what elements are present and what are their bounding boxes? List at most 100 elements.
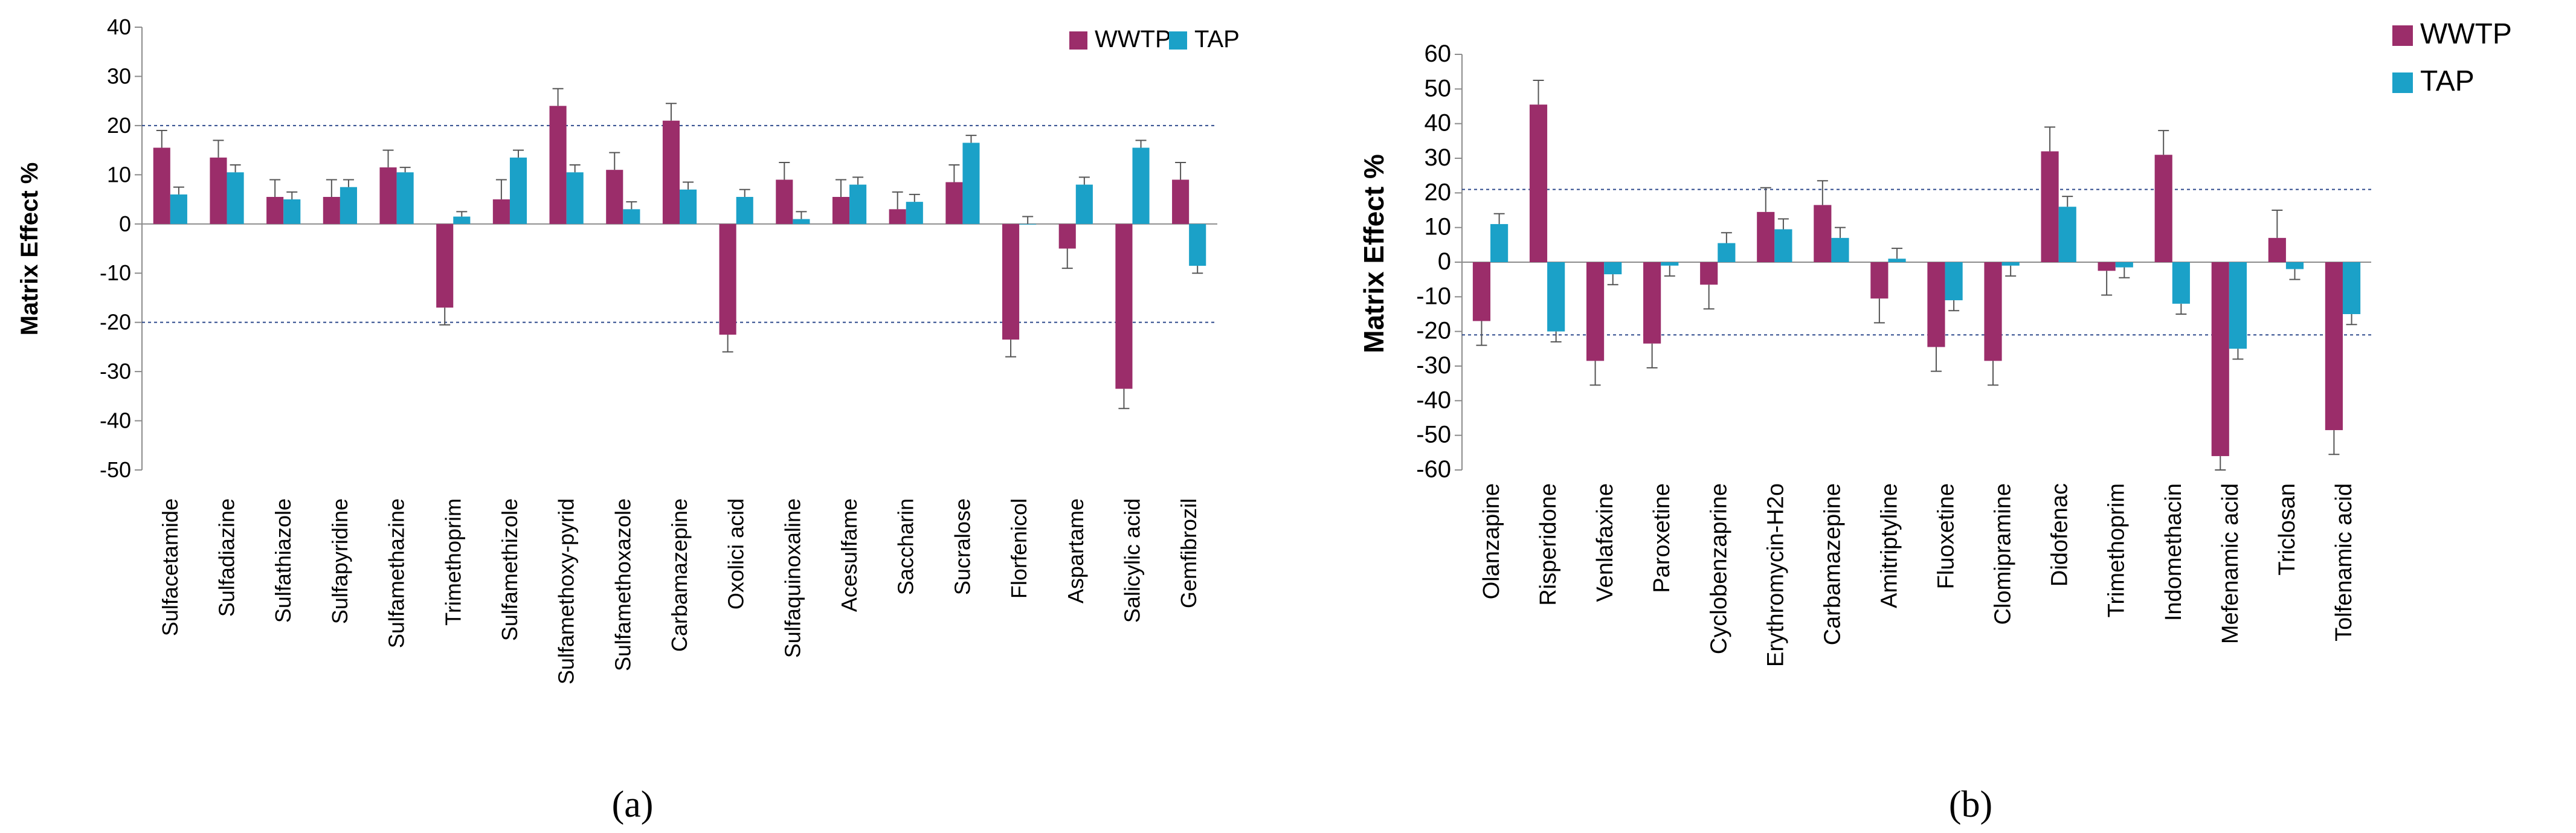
panel-b-chart: -60 -50 -40 -30 -20 -10 0 10 20 30 40 50 60 Olanzapin… <box>1358 18 2512 825</box>
legend-swatch-wwtp <box>2392 25 2413 46</box>
bar-tap <box>2229 262 2247 349</box>
bar-tap <box>1132 147 1150 224</box>
category-label: Sulfamethoxazole <box>610 498 635 671</box>
category-label: Amitriptyline <box>1876 483 1902 608</box>
category-label: Sulfaquinoxaline <box>780 498 805 658</box>
legend-label: WWTP <box>1095 26 1171 53</box>
bar-tap <box>736 196 753 224</box>
bar-tap <box>1774 229 1792 262</box>
bar-wwtp <box>1472 262 1491 321</box>
bar-wwtp <box>210 157 227 224</box>
legend-label: TAP <box>2420 65 2475 97</box>
bar-wwtp <box>1586 262 1605 361</box>
bar-tap <box>962 143 980 224</box>
y-tick-label: -20 <box>1416 318 1451 344</box>
category-label: Acesulfame <box>837 498 861 612</box>
bar-tap <box>227 172 244 224</box>
bar-wwtp <box>662 120 680 224</box>
y-tick-label: 60 <box>1425 40 1452 67</box>
category-label: Risperidone <box>1536 483 1561 606</box>
bar-wwtp <box>2325 262 2343 431</box>
bar-wwtp <box>1058 224 1076 249</box>
bar-wwtp <box>2098 262 2116 271</box>
category-label: Clomipramine <box>1991 483 2016 625</box>
category-label: Sucralose <box>950 498 974 595</box>
bar-wwtp <box>1700 262 1718 285</box>
category-label: Sulfacetamide <box>158 498 182 636</box>
y-tick-label: -60 <box>1416 456 1451 483</box>
y-tick-label: -50 <box>100 457 131 482</box>
category-label: Trimethoprim <box>440 498 465 626</box>
bar-tap <box>2342 262 2361 314</box>
bar-tap <box>1661 262 1679 266</box>
bar-wwtp <box>832 196 850 224</box>
bar-wwtp <box>549 106 567 224</box>
bar-wwtp <box>1002 224 1020 340</box>
category-label: Tolfenamic acid <box>2331 483 2357 642</box>
bar-tap <box>1831 237 1849 262</box>
bar-wwtp <box>1115 224 1133 389</box>
bar-tap <box>396 172 414 224</box>
legend-swatch-tap <box>1169 31 1187 50</box>
bar-wwtp <box>1643 262 1661 344</box>
category-label: Saccharin <box>894 498 918 595</box>
bar-wwtp <box>2211 262 2229 457</box>
category-label: Carbamazepine <box>667 498 692 652</box>
y-tick-label: -10 <box>100 260 131 285</box>
bar-wwtp <box>323 196 340 224</box>
bar-tap <box>509 157 527 224</box>
bar-tap <box>680 189 697 224</box>
bar-wwtp <box>2041 151 2059 262</box>
y-tick-label: -10 <box>1416 283 1451 309</box>
panel-label: (a) <box>612 784 654 825</box>
category-label: Trimethoprim <box>2104 483 2130 617</box>
y-axis-title: Matrix Effect % <box>1358 154 1389 353</box>
bar-wwtp <box>379 167 397 224</box>
bar-wwtp <box>945 182 963 224</box>
bar-tap <box>623 209 640 224</box>
bar-tap <box>1604 262 1622 275</box>
category-label: Aspartame <box>1063 498 1088 603</box>
bar-wwtp <box>1927 262 1945 347</box>
bar-tap <box>340 187 357 224</box>
y-tick-label: 40 <box>107 14 131 39</box>
category-label: Fluoxetine <box>1934 483 1959 589</box>
category-label: Salicylic acid <box>1119 498 1144 623</box>
y-tick-label: 50 <box>1425 75 1452 101</box>
y-tick-label: -20 <box>100 310 131 335</box>
category-label: Didofenac <box>2047 483 2073 587</box>
y-tick-label: -40 <box>1416 387 1451 413</box>
category-label: Carbamazepine <box>1820 483 1845 645</box>
category-label: Erythromycin-H2o <box>1763 483 1788 667</box>
category-label: Mefenamic acid <box>2218 483 2243 644</box>
bar-wwtp <box>1172 179 1190 224</box>
bar-wwtp <box>1984 262 2002 361</box>
category-label: Sulfamethazine <box>384 498 409 648</box>
category-label: Cyclobenzaprine <box>1706 483 1731 654</box>
bar-tap <box>2001 262 2020 266</box>
legend-label: WWTP <box>2420 18 2512 50</box>
bar-tap <box>453 216 471 224</box>
category-label: Florfenicol <box>1006 498 1031 599</box>
y-tick-label: 10 <box>1425 214 1452 240</box>
bar-tap <box>2285 262 2304 269</box>
category-label: Triclosan <box>2275 483 2300 576</box>
bar-tap <box>2115 262 2133 268</box>
bar-wwtp <box>1757 211 1775 262</box>
category-label: Venlafaxine <box>1592 483 1618 602</box>
bar-wwtp <box>153 147 170 224</box>
bar-tap <box>283 199 301 224</box>
bar-wwtp <box>1870 262 1889 299</box>
category-label: Oxolici acid <box>724 498 749 609</box>
category-label: Sulfadiazine <box>214 498 239 617</box>
bar-tap <box>1547 262 1565 332</box>
bar-wwtp <box>1814 205 1832 262</box>
bar-tap <box>1189 224 1206 266</box>
bar-tap <box>2172 262 2190 304</box>
y-tick-label: 20 <box>1425 179 1452 205</box>
bar-tap <box>2058 207 2076 262</box>
y-tick-label: -30 <box>1416 352 1451 379</box>
bar-wwtp <box>2268 237 2286 262</box>
bar-tap <box>1718 243 1736 262</box>
